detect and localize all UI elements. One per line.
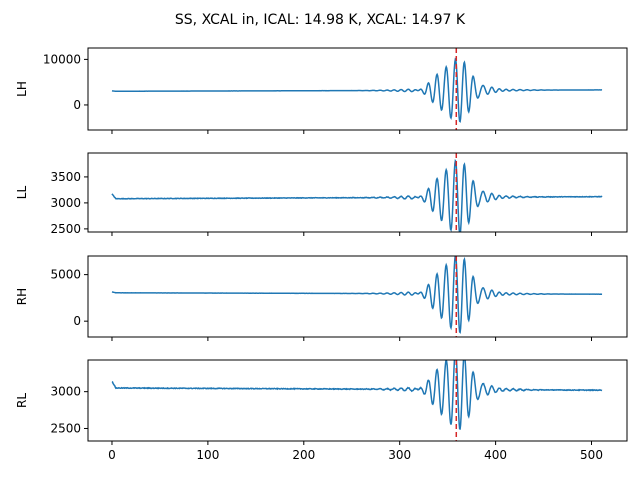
axes-frame-ll <box>87 152 628 233</box>
xtick-label: 100 <box>196 448 219 462</box>
series-line-ll <box>111 158 603 232</box>
series-line-lh <box>111 57 603 123</box>
axes-lh: 0 10000 LH <box>15 47 628 134</box>
ytick-label: 2500 <box>50 222 81 236</box>
ytick-label: 0 <box>73 314 81 328</box>
xtick-label: 300 <box>388 448 411 462</box>
ytick-label: 10000 <box>43 52 81 66</box>
ylabel-rl: RL <box>15 393 29 408</box>
axes-frame-rh <box>87 255 628 338</box>
xtick-label: 500 <box>580 448 603 462</box>
xtick-label: 400 <box>484 448 507 462</box>
series-line-rl <box>111 360 603 430</box>
xtick-label: 200 <box>292 448 315 462</box>
axes-frame-lh <box>87 47 628 131</box>
ytick-label: 3000 <box>50 196 81 210</box>
xtick-label: 0 <box>108 448 116 462</box>
ytick-label: 3000 <box>50 385 81 399</box>
axes-container: 0 10000 LH 2500 3000 3500 LL 0 5000 RH 2500 3000 0 10… <box>15 47 628 462</box>
ytick-label: 0 <box>73 98 81 112</box>
ylabel-ll: LL <box>15 186 29 200</box>
ylabel-lh: LH <box>15 81 29 97</box>
ylabel-rh: RH <box>15 288 29 305</box>
axes-rl: 2500 3000 0 100 200 300 400 500 RL <box>15 359 628 462</box>
axes-ll: 2500 3000 3500 LL <box>15 152 628 236</box>
axes-frame-rl <box>87 359 628 442</box>
ytick-label: 2500 <box>50 421 81 435</box>
ytick-label: 3500 <box>50 170 81 184</box>
ytick-label: 5000 <box>50 268 81 282</box>
series-line-rh <box>111 256 603 334</box>
figure-title: SS, XCAL in, ICAL: 14.98 K, XCAL: 14.97 … <box>175 12 466 28</box>
axes-rh: 0 5000 RH <box>15 255 628 341</box>
